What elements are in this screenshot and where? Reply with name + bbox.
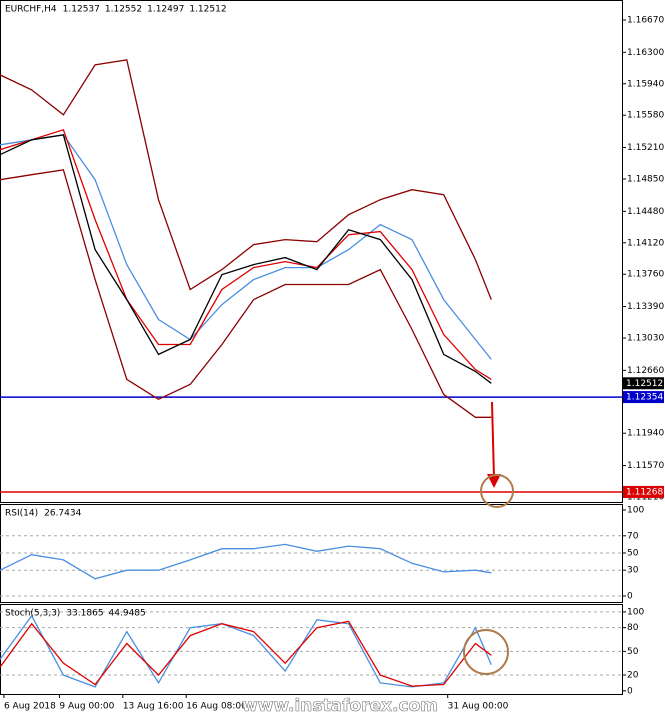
y-tick-label: 1.13030 xyxy=(627,334,664,344)
panel-title: Stoch(5,3,3) xyxy=(5,609,60,619)
header-value: 26.7434 xyxy=(44,509,81,519)
y-tick-label: 1.11940 xyxy=(627,429,664,439)
x-tick-label: 31 Aug 00:00 xyxy=(448,702,509,712)
y-tick-label: 1.15210 xyxy=(627,143,664,153)
panel-title: RSI(14) xyxy=(5,509,38,519)
y-tick-label: 70 xyxy=(627,531,639,541)
series-line xyxy=(0,620,492,687)
y-tick-label: 1.13390 xyxy=(627,302,664,312)
series-line xyxy=(0,59,492,300)
stoch-circle xyxy=(463,629,509,675)
series-line xyxy=(0,128,492,380)
x-tick-label: 13 Aug 16:00 xyxy=(123,702,184,712)
level-label: 1.12354 xyxy=(626,393,663,403)
y-tick-label: 1.16670 xyxy=(627,16,664,26)
y-tick-label: 0 xyxy=(627,591,633,601)
level-label: 1.11268 xyxy=(626,487,663,497)
y-tick-label: 100 xyxy=(627,506,644,516)
header-value: 1.12512 xyxy=(189,5,226,15)
forecast-arrow xyxy=(491,401,495,479)
y-tick-label: 1.14480 xyxy=(627,207,664,217)
y-tick-label: 1.14120 xyxy=(627,238,664,248)
plot-layer: 1.16670 1.16300 1.15940 1.15580 1.15210 1.148… xyxy=(0,5,664,712)
series-line xyxy=(0,134,492,384)
y-tick-label: 1.13760 xyxy=(627,270,664,280)
header-value: 1.12497 xyxy=(147,5,184,15)
y-tick-label: 50 xyxy=(627,549,639,559)
y-tick-label: 50 xyxy=(627,647,639,657)
series-line xyxy=(0,543,492,580)
y-tick-label: 1.14850 xyxy=(627,175,664,185)
level-box xyxy=(623,391,664,404)
y-tick-label: 1.15940 xyxy=(627,79,664,89)
level-label: 1.12512 xyxy=(626,379,663,389)
x-tick-label: 6 Aug 2018 xyxy=(4,702,56,712)
y-tick-label: 20 xyxy=(627,671,639,681)
level-box xyxy=(623,485,664,498)
y-tick-label: 100 xyxy=(627,607,644,617)
y-tick-label: 1.11570 xyxy=(627,461,664,471)
level-box xyxy=(623,377,664,390)
header-value: 33.1865 xyxy=(66,609,103,619)
watermark: www.instaforex.com xyxy=(242,696,438,716)
panel-title: EURCHF,H4 xyxy=(5,5,57,15)
header-value: 44.9485 xyxy=(109,609,146,619)
series-line xyxy=(0,169,492,418)
y-tick-label: 80 xyxy=(627,623,639,633)
series-line xyxy=(0,134,492,360)
target-circle xyxy=(480,474,514,508)
y-tick-label: 1.16300 xyxy=(627,48,664,58)
x-tick-label: 9 Aug 00:00 xyxy=(59,702,114,712)
header-value: 1.12552 xyxy=(105,5,142,15)
header-value: 1.12537 xyxy=(63,5,100,15)
stoch-panel xyxy=(0,604,623,695)
arrow-head xyxy=(487,474,501,488)
y-tick-label: 1.15580 xyxy=(627,111,664,121)
y-tick-label: 0 xyxy=(627,686,633,696)
x-tick-label: 16 Aug 08:00 xyxy=(186,702,247,712)
y-tick-label: 1.12660 xyxy=(627,366,664,376)
y-tick-label: 30 xyxy=(627,566,639,576)
annotations xyxy=(463,401,514,675)
main-panel xyxy=(0,0,623,503)
